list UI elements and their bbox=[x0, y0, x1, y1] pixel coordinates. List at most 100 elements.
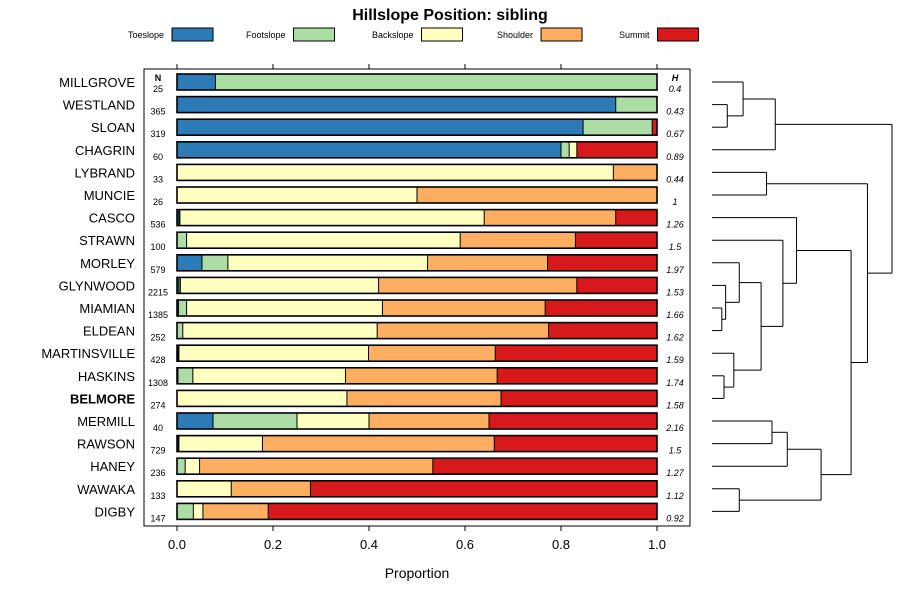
legend: Toeslope Footslope Backslope Shoulder Summit bbox=[128, 27, 700, 42]
bar-segment-wawaka-shoulder bbox=[231, 480, 311, 497]
bar-outline-glynwood bbox=[176, 276, 658, 295]
bar-segment-millgrove-footslope bbox=[215, 74, 657, 90]
row-label-haney: HANEY bbox=[90, 459, 135, 474]
h-value: 2.16 bbox=[665, 423, 684, 433]
x-tick-label: 0.4 bbox=[360, 537, 378, 552]
bar-segment-rawson-summit bbox=[494, 435, 657, 452]
bar-outline-lybrand bbox=[176, 163, 658, 182]
legend-label-summit: Summit bbox=[619, 30, 650, 40]
bar-segment-lybrand-backslope bbox=[177, 164, 614, 181]
n-value: 40 bbox=[153, 423, 163, 433]
x-axis-title: Proportion bbox=[385, 565, 450, 581]
bar-segment-glynwood-backslope bbox=[180, 277, 379, 294]
bar-segment-morley-backslope bbox=[227, 254, 428, 271]
row-label-haskins: HASKINS bbox=[78, 369, 135, 384]
bar-segment-chagrin-footslope bbox=[561, 141, 570, 158]
bar-segment-haskins-footslope bbox=[177, 367, 193, 384]
legend-label-toeslope: Toeslope bbox=[128, 30, 164, 40]
bar-segment-mermill-summit bbox=[489, 413, 657, 429]
bar-outline-casco bbox=[176, 208, 658, 227]
h-value: 1.66 bbox=[666, 310, 684, 320]
bar-segment-chagrin-summit bbox=[576, 141, 657, 158]
bar-segment-eldean-footslope bbox=[177, 322, 183, 339]
bar-segment-morley-shoulder bbox=[427, 254, 548, 271]
bar-segment-chagrin-backslope bbox=[569, 141, 577, 158]
bar-segment-wawaka-summit bbox=[310, 480, 657, 497]
n-value: 100 bbox=[150, 242, 165, 252]
h-value: 0.43 bbox=[666, 107, 684, 117]
h-value: 1 bbox=[672, 197, 677, 207]
bar-segment-haskins-shoulder bbox=[345, 367, 498, 384]
row-label-mermill: MERMILL bbox=[77, 414, 135, 429]
bar-outline-haney bbox=[176, 457, 658, 476]
bar-segment-strawn-backslope bbox=[186, 232, 461, 249]
x-tick-label: 0.2 bbox=[264, 537, 282, 552]
bar-segment-muncie-shoulder bbox=[417, 187, 657, 203]
legend-swatch-shoulder bbox=[540, 27, 583, 42]
n-value: 25 bbox=[153, 84, 163, 94]
bar-segment-glynwood-summit bbox=[576, 277, 657, 294]
h-value: 1.74 bbox=[666, 378, 684, 388]
h-value: 1.26 bbox=[666, 220, 684, 230]
h-value: 0.67 bbox=[666, 129, 685, 139]
bar-segment-morley-toeslope bbox=[177, 254, 202, 271]
bar-segment-sloan-summit bbox=[652, 119, 657, 136]
h-value: 1.27 bbox=[666, 468, 685, 478]
plot-panel bbox=[143, 68, 691, 527]
h-value: 1.58 bbox=[666, 400, 684, 410]
n-value: 252 bbox=[150, 333, 165, 343]
bar-segment-glynwood-footslope bbox=[178, 277, 181, 294]
h-value: 0.89 bbox=[666, 152, 684, 162]
h-value: 1.62 bbox=[666, 333, 684, 343]
legend-swatch-toeslope bbox=[171, 27, 214, 42]
legend-swatch-summit bbox=[657, 27, 700, 42]
n-value: 365 bbox=[150, 107, 165, 117]
bar-segment-martinsville-summit bbox=[495, 345, 657, 362]
bar-outline-chagrin bbox=[176, 141, 658, 159]
bar-segment-glynwood-toeslope bbox=[177, 277, 179, 294]
n-value: 2215 bbox=[148, 287, 168, 297]
x-axis: 0.0 0.2 0.4 0.6 0.8 1.0 bbox=[168, 64, 666, 552]
bar-outline-digby bbox=[176, 502, 658, 521]
h-value: 1.59 bbox=[666, 355, 684, 365]
bar-segment-haney-footslope bbox=[177, 458, 186, 475]
bar-segment-glynwood-shoulder bbox=[378, 277, 577, 294]
row-label-casco: CASCO bbox=[89, 211, 135, 226]
bar-outline-wawaka bbox=[176, 479, 658, 498]
bar-segment-casco-shoulder bbox=[484, 209, 616, 226]
bar-segment-mermill-footslope bbox=[213, 413, 297, 429]
bar-outline-mermill bbox=[176, 412, 658, 430]
bar-segment-haskins-backslope bbox=[192, 367, 346, 384]
bar-segment-martinsville-backslope bbox=[178, 345, 369, 362]
bar-segment-belmore-summit bbox=[501, 390, 657, 407]
bar-segment-morley-summit bbox=[547, 254, 657, 271]
bar-segment-sloan-toeslope bbox=[177, 119, 584, 136]
bar-segment-eldean-shoulder bbox=[377, 322, 549, 339]
row-label-muncie: MUNCIE bbox=[84, 188, 136, 203]
h-value: 1.53 bbox=[666, 287, 684, 297]
bar-segment-digby-backslope bbox=[193, 503, 203, 520]
bar-outline-martinsville bbox=[176, 344, 658, 363]
bar-segment-haney-shoulder bbox=[199, 458, 433, 475]
bar-outline-morley bbox=[176, 254, 658, 272]
row-label-chagrin: CHAGRIN bbox=[75, 143, 135, 158]
bar-segment-haskins-summit bbox=[497, 367, 657, 384]
bar-outline-strawn bbox=[176, 231, 658, 249]
bar-segment-muncie-backslope bbox=[177, 187, 417, 203]
bar-segment-miamian-shoulder bbox=[382, 300, 546, 316]
row-label-miamian: MIAMIAN bbox=[79, 301, 135, 316]
n-value: 147 bbox=[150, 513, 165, 523]
n-value: 60 bbox=[153, 152, 163, 162]
h-value: 1.12 bbox=[666, 491, 684, 501]
bar-segment-miamian-backslope bbox=[186, 300, 383, 316]
row-label-martinsville: MARTINSVILLE bbox=[41, 346, 135, 361]
bar-outline-muncie bbox=[176, 186, 658, 204]
h-value: 1.5 bbox=[669, 242, 683, 252]
x-tick-label: 1.0 bbox=[648, 537, 666, 552]
bar-segment-strawn-footslope bbox=[177, 232, 187, 249]
bar-segment-haney-backslope bbox=[185, 458, 200, 475]
x-tick-label: 0.8 bbox=[552, 537, 570, 552]
bar-outline-miamian bbox=[176, 299, 658, 317]
n-value: 579 bbox=[150, 265, 165, 275]
